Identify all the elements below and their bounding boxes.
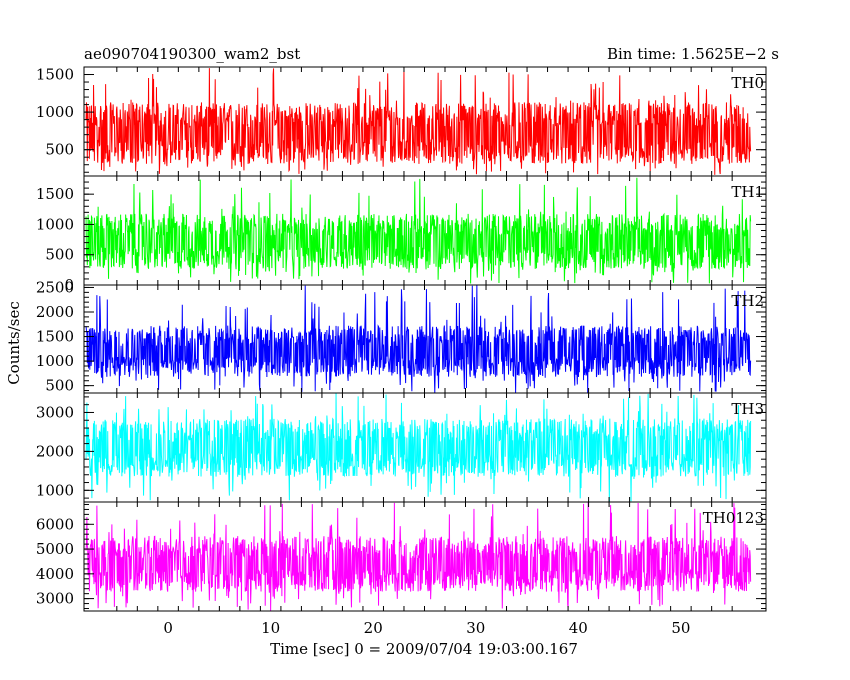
panel-label: TH0123 xyxy=(703,509,764,527)
y-tick-label: 500 xyxy=(45,377,74,395)
y-tick-label: 1000 xyxy=(36,481,74,499)
series-line-th0123 xyxy=(85,502,752,611)
y-tick-label: 500 xyxy=(45,246,74,264)
x-tick-label: 30 xyxy=(466,619,485,637)
panel-label: TH3 xyxy=(731,400,764,418)
y-tick-label: 2000 xyxy=(36,303,74,321)
y-tick-label: 1500 xyxy=(36,185,74,203)
y-tick-label: 1000 xyxy=(36,103,74,121)
panel-label: TH0 xyxy=(731,74,764,92)
y-tick-label: 2000 xyxy=(36,442,74,460)
y-tick-label: 3000 xyxy=(36,403,74,421)
y-tick-label: 1500 xyxy=(36,66,74,84)
series-line-th0 xyxy=(85,68,752,175)
panel-label: TH2 xyxy=(731,292,764,310)
y-tick-label: 1500 xyxy=(36,328,74,346)
series-line-th2 xyxy=(85,285,752,393)
y-tick-label: 5000 xyxy=(36,540,74,558)
y-tick-label: 0 xyxy=(64,276,74,294)
panel-label: TH1 xyxy=(731,183,764,201)
x-tick-label: 20 xyxy=(364,619,383,637)
y-tick-label: 2500 xyxy=(36,278,74,296)
chart-subtitle: Bin time: 1.5625E−2 s xyxy=(607,45,779,63)
y-tick-label: 1000 xyxy=(36,352,74,370)
panel-th0123: 3000 4000 5000 6000 TH0123 xyxy=(36,501,767,612)
chart-title: ae090704190300_wam2_bst xyxy=(84,45,300,63)
y-tick-label: 6000 xyxy=(36,515,74,533)
series-line-th3 xyxy=(85,393,752,502)
x-tick-label: 40 xyxy=(569,619,588,637)
series-line-th1 xyxy=(85,177,752,284)
y-tick-label: 500 xyxy=(45,141,74,159)
x-tick-label: 50 xyxy=(671,619,690,637)
y-tick-label: 4000 xyxy=(36,565,74,583)
panel-th1: 0 500 1000 1500 TH1 xyxy=(36,175,767,294)
y-tick-label: 1000 xyxy=(36,215,74,233)
panel-frame xyxy=(83,501,767,612)
panel-th2: 500 1000 1500 2000 2500 TH2 xyxy=(36,278,767,395)
panel-th0: 500 1000 1500 TH0 xyxy=(36,66,767,177)
panel-th3: 1000 2000 3000 TH3 xyxy=(36,392,767,503)
y-tick-label: 3000 xyxy=(36,590,74,608)
x-tick-label: 10 xyxy=(261,619,280,637)
y-axis-label: Counts/sec xyxy=(5,301,23,385)
x-axis-label: Time [sec] 0 = 2009/07/04 19:03:00.167 xyxy=(270,640,578,658)
x-tick-label: 0 xyxy=(163,619,173,637)
